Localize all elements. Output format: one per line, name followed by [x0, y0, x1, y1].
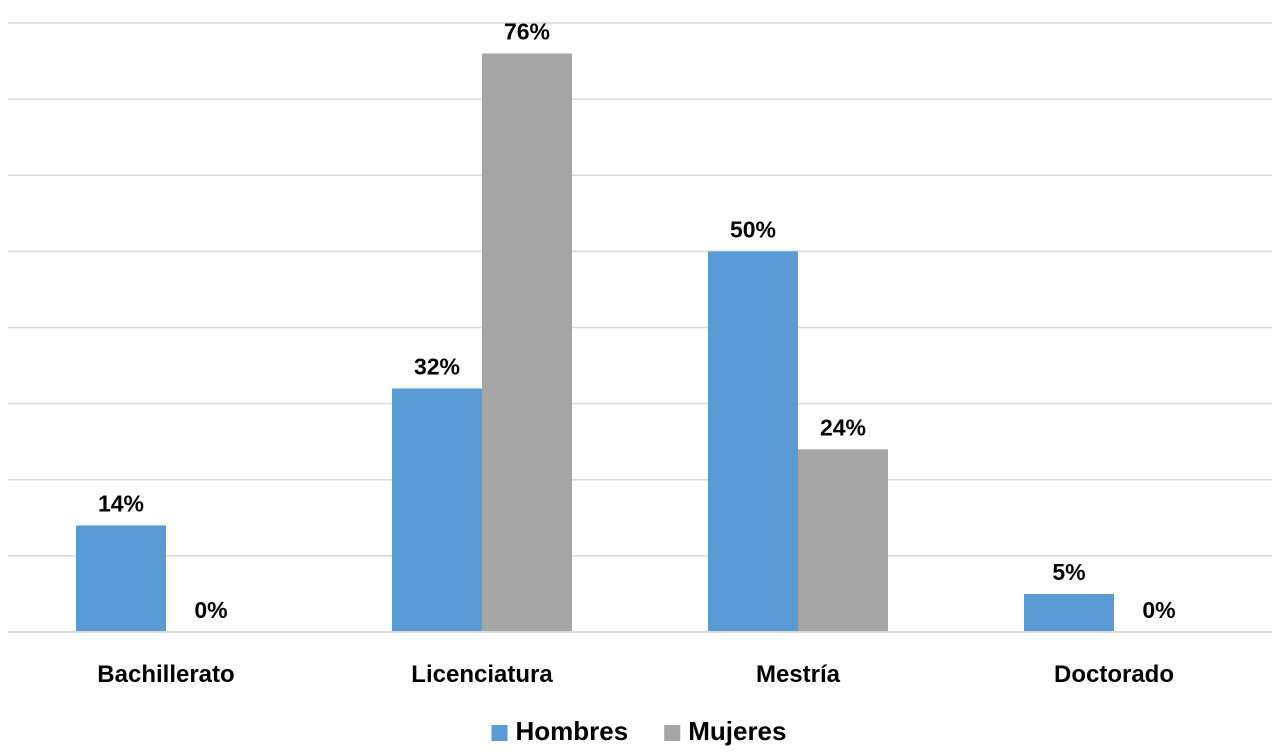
- data-label-hombres-doctorado: 5%: [1052, 559, 1085, 585]
- legend-item-mujeres: Mujeres: [664, 716, 786, 746]
- data-label-mujeres-bachillerato: 0%: [194, 597, 227, 623]
- data-label-hombres-bachillerato: 14%: [98, 490, 144, 516]
- bar-hombres-bachillerato: [76, 525, 166, 632]
- bars: [76, 53, 1114, 632]
- data-label-mujeres-doctorado: 0%: [1142, 597, 1175, 623]
- data-label-mujeres-licenciatura: 76%: [504, 18, 550, 44]
- legend-label-mujeres: Mujeres: [688, 716, 786, 746]
- legend-label-hombres: Hombres: [516, 716, 629, 746]
- bar-hombres-doctorado: [1024, 593, 1114, 632]
- legend-swatch-hombres: [491, 725, 508, 741]
- bar-mujeres-mestria: [798, 449, 888, 632]
- x-tick-label-doctorado: Doctorado: [1054, 661, 1174, 688]
- x-tick-label-bachillerato: Bachillerato: [97, 661, 234, 688]
- bar-hombres-licenciatura: [392, 388, 482, 632]
- legend: Hombres Mujeres: [491, 716, 786, 746]
- bar-hombres-mestria: [708, 251, 798, 632]
- legend-swatch-mujeres: [664, 725, 681, 741]
- gridlines: [8, 22, 1272, 557]
- data-label-hombres-licenciatura: 32%: [414, 353, 460, 379]
- legend-item-hombres: Hombres: [491, 716, 629, 746]
- data-label-mujeres-mestria: 24%: [820, 414, 866, 440]
- bar-mujeres-licenciatura: [482, 53, 572, 632]
- data-labels: 14% 0% 32% 76% 50% 24% 5% 0%: [98, 18, 1176, 623]
- x-tick-label-licenciatura: Licenciatura: [411, 661, 553, 688]
- data-label-hombres-mestria: 50%: [730, 216, 776, 242]
- x-axis: Bachillerato Licenciatura Mestría Doctorado: [8, 631, 1272, 688]
- x-tick-label-mestria: Mestría: [756, 661, 841, 688]
